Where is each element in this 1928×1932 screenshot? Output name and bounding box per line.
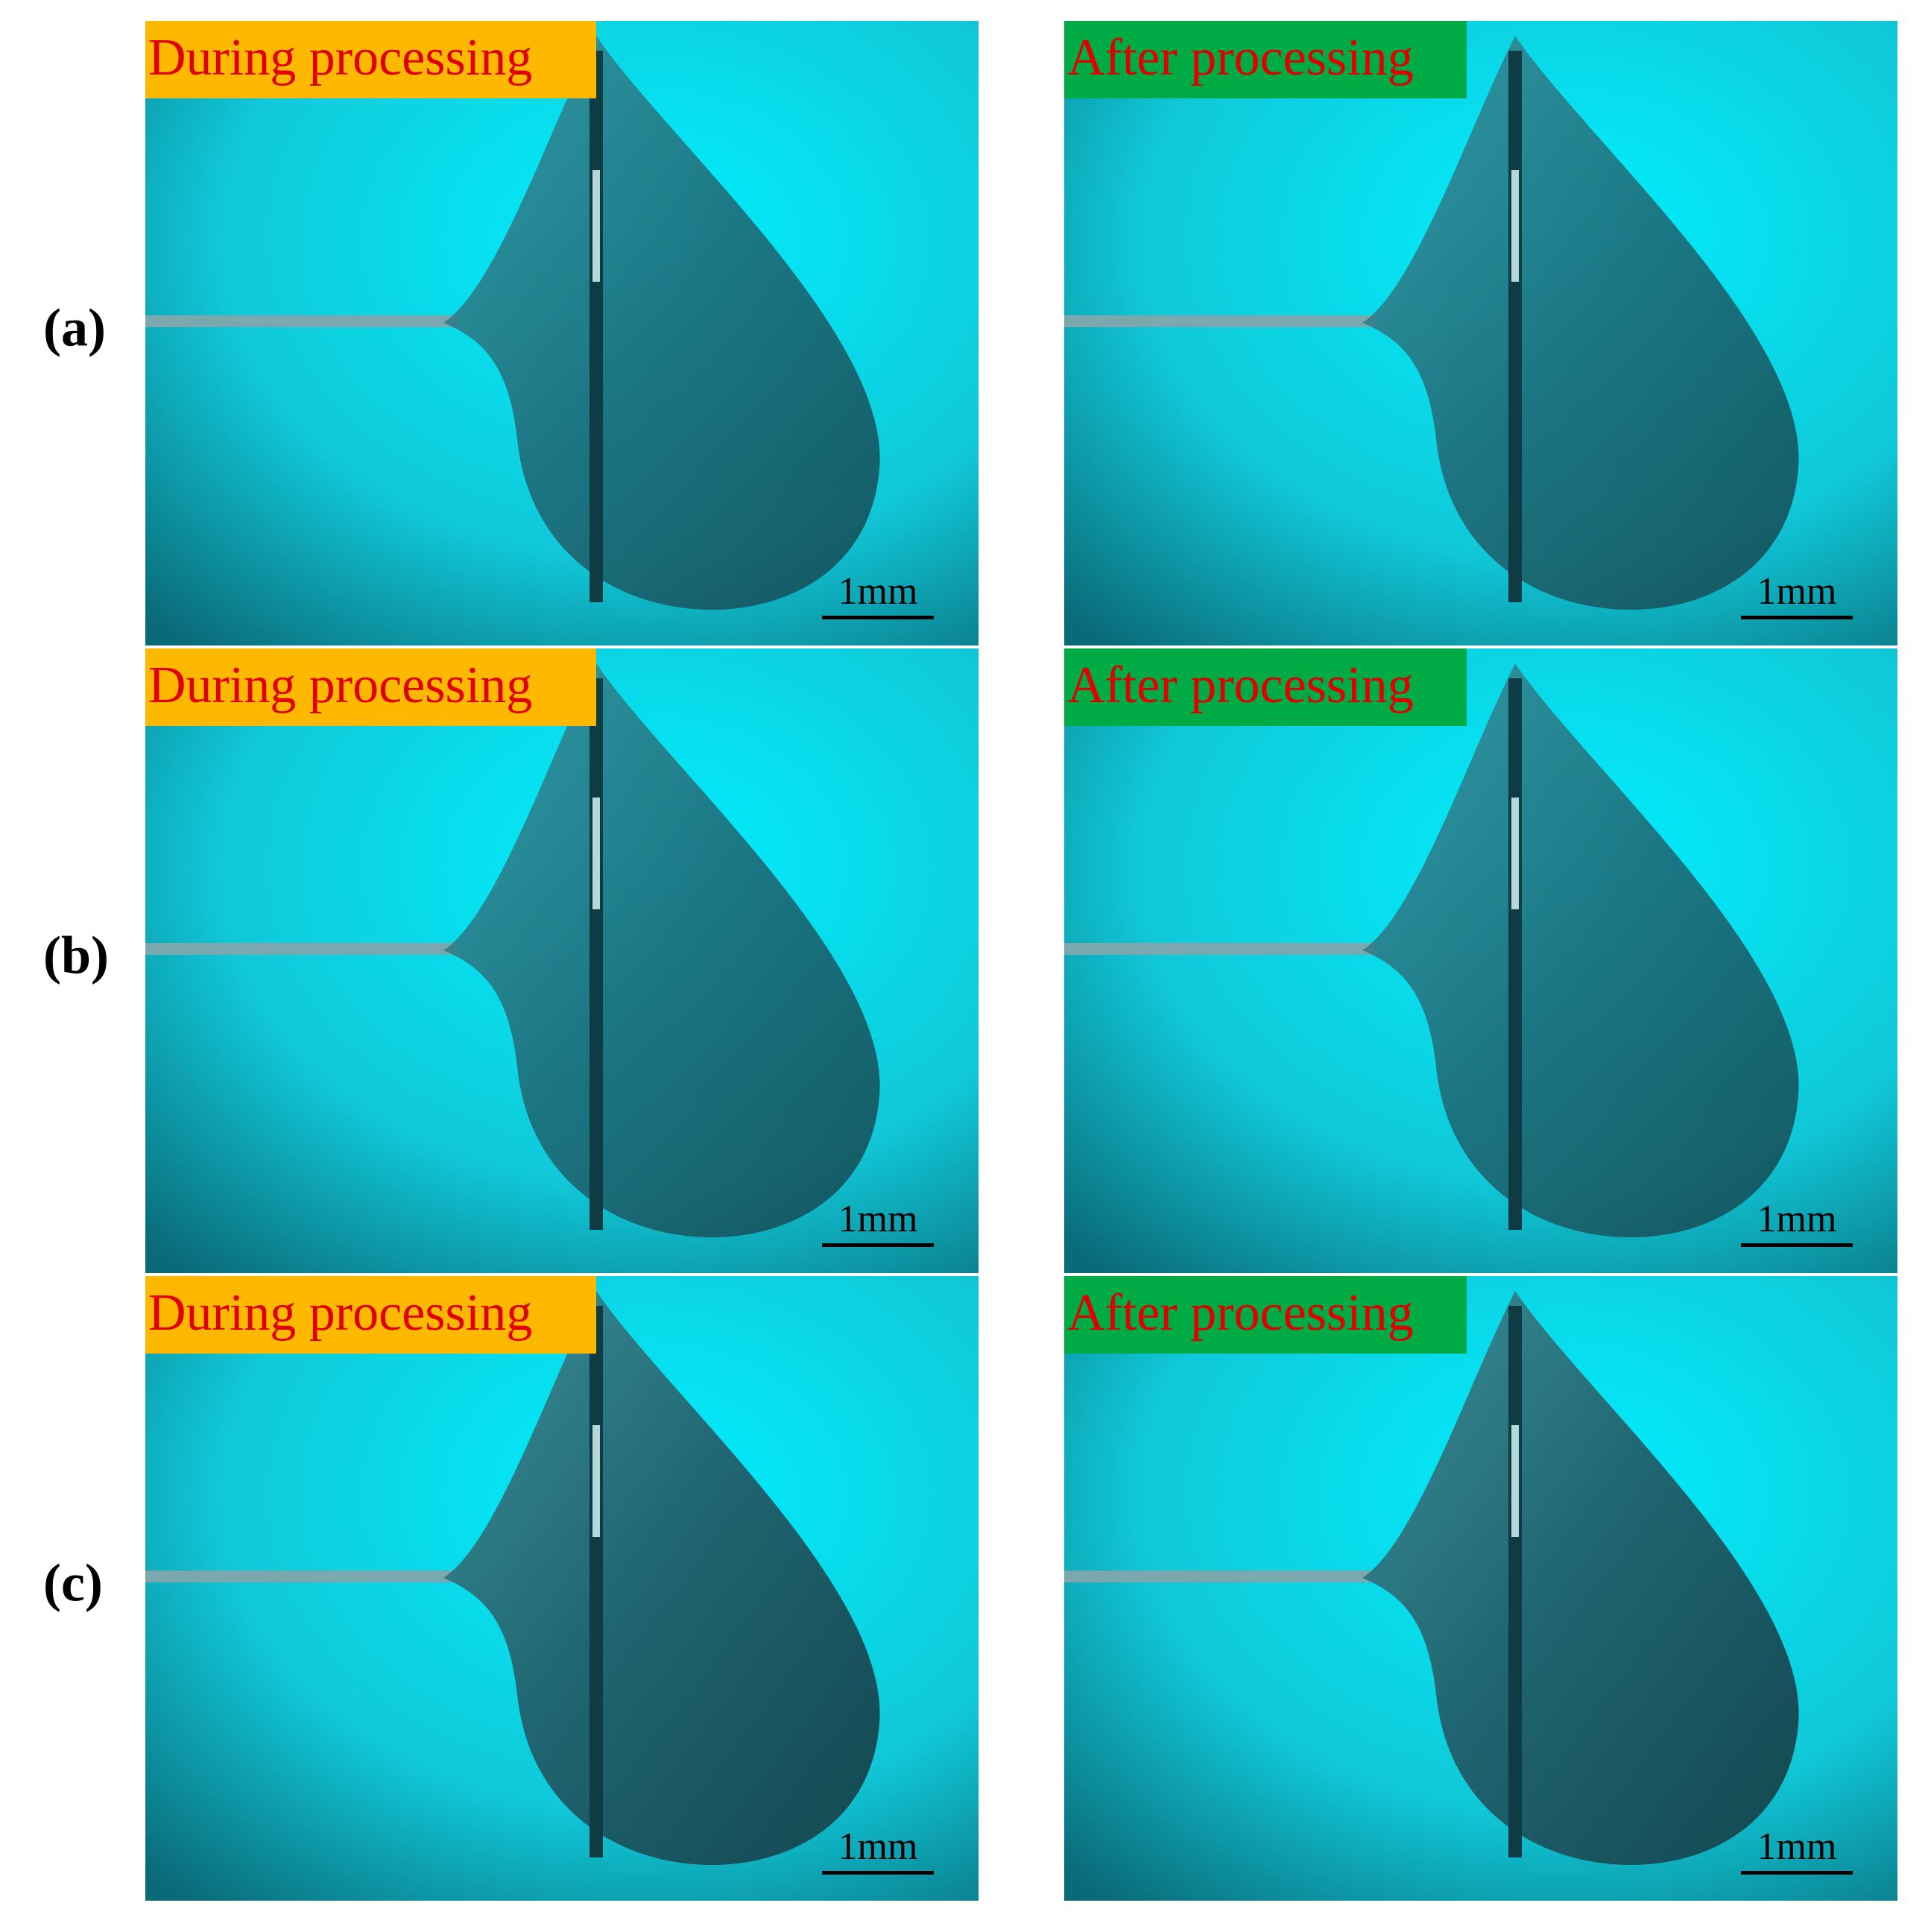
wire (1064, 1570, 1377, 1582)
caption: During processing (148, 29, 532, 86)
scale-label: 1mm (838, 1198, 918, 1240)
scale-bar (822, 1871, 934, 1875)
scale-label: 1mm (1757, 570, 1837, 613)
micrograph: After processing 1mm (1064, 21, 1897, 645)
row-label: (c) (43, 1553, 103, 1613)
droplet (443, 1291, 880, 1865)
scale-label: 1mm (1757, 1198, 1837, 1240)
fiber (1508, 51, 1522, 602)
droplet (1362, 1291, 1799, 1865)
caption: After processing (1067, 29, 1414, 86)
highlight (592, 1425, 600, 1537)
scale-label: 1mm (1757, 1825, 1837, 1868)
wire (145, 943, 458, 955)
caption-bg (1064, 21, 1467, 98)
scale-label: 1mm (838, 570, 918, 613)
droplet (443, 36, 880, 610)
row-label: (a) (43, 298, 106, 358)
micrograph: During processing 1mm (145, 648, 979, 1273)
caption-bg (145, 21, 596, 98)
caption: After processing (1067, 657, 1414, 714)
wire (145, 1570, 458, 1582)
wire (1064, 315, 1377, 327)
droplet (1362, 36, 1799, 610)
highlight (592, 798, 600, 909)
caption-bg (145, 1276, 596, 1354)
micrograph: During processing 1mm (145, 21, 979, 645)
caption-bg (145, 648, 596, 726)
wire (145, 315, 458, 327)
caption: After processing (1067, 1284, 1414, 1342)
micrograph: After processing 1mm (1064, 648, 1897, 1273)
caption: During processing (148, 657, 532, 714)
caption-bg (1064, 648, 1467, 726)
droplet (1362, 663, 1799, 1237)
scale-bar (822, 1243, 934, 1247)
highlight (1511, 170, 1519, 282)
fiber (1508, 678, 1522, 1230)
micrograph: During processing 1mm (145, 1276, 979, 1901)
highlight (1511, 798, 1519, 909)
scale-bar (1741, 616, 1853, 619)
highlight (1511, 1425, 1519, 1537)
wire (1064, 943, 1377, 955)
scale-bar (822, 616, 934, 619)
droplet (443, 663, 880, 1237)
row-label: (b) (43, 926, 109, 985)
micrograph: After processing 1mm (1064, 1276, 1897, 1901)
scale-label: 1mm (838, 1825, 918, 1868)
caption-bg (1064, 1276, 1467, 1354)
scale-bar (1741, 1243, 1853, 1247)
fiber (590, 1306, 603, 1857)
fiber (590, 678, 603, 1230)
fiber (590, 51, 603, 602)
caption: During processing (148, 1284, 532, 1342)
fiber (1508, 1306, 1522, 1857)
scale-bar (1741, 1871, 1853, 1875)
highlight (592, 170, 600, 282)
